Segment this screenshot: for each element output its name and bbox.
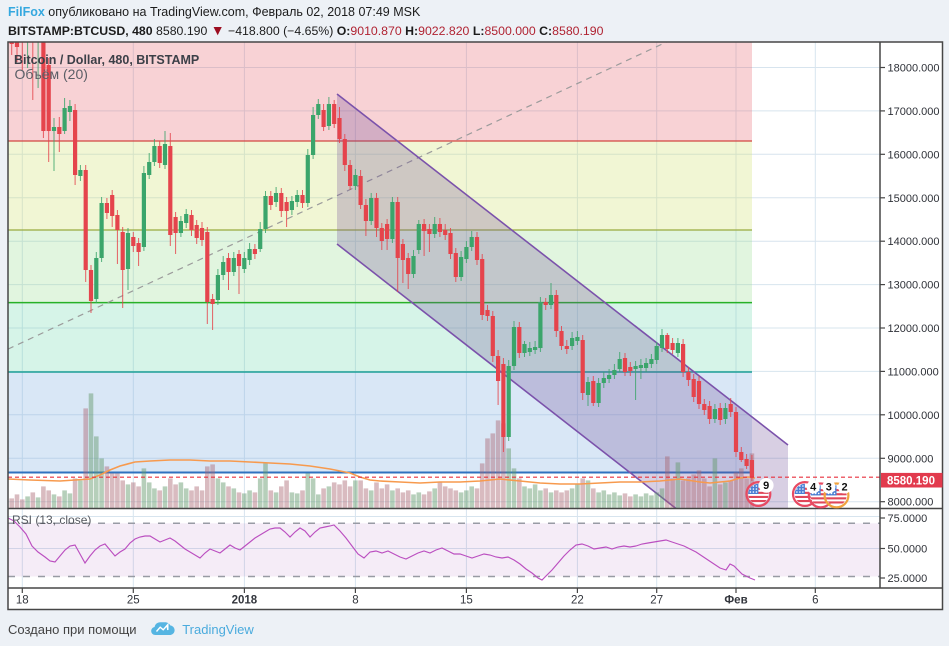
svg-text:8000.000: 8000.000: [888, 497, 934, 509]
svg-text:8580.190: 8580.190: [887, 475, 935, 487]
svg-text:2: 2: [842, 482, 848, 494]
svg-text:3: 3: [826, 482, 832, 494]
svg-text:11000.000: 11000.000: [888, 366, 939, 378]
svg-text:75.0000: 75.0000: [888, 513, 928, 525]
svg-text:17000.000: 17000.000: [888, 106, 940, 118]
svg-text:Фев: Фев: [724, 595, 747, 607]
svg-text:50.0000: 50.0000: [888, 544, 928, 556]
svg-text:8: 8: [352, 595, 358, 607]
svg-text:14000.000: 14000.000: [888, 236, 940, 248]
svg-text:Bitcoin / Dollar, 480, BITSTAM: Bitcoin / Dollar, 480, BITSTAMP: [14, 53, 199, 67]
svg-text:4: 4: [810, 482, 817, 494]
svg-text:Объём (20): Объём (20): [15, 66, 88, 82]
svg-text:10000.000: 10000.000: [888, 410, 940, 422]
svg-text:27: 27: [650, 595, 663, 607]
svg-text:6: 6: [812, 595, 818, 607]
svg-text:22: 22: [571, 595, 584, 607]
svg-text:25.0000: 25.0000: [888, 573, 928, 585]
svg-text:9: 9: [763, 480, 769, 492]
svg-text:16000.000: 16000.000: [888, 149, 940, 161]
svg-text:15: 15: [460, 595, 473, 607]
svg-text:9000.000: 9000.000: [888, 453, 934, 465]
svg-text:RSI (13, close): RSI (13, close): [12, 513, 91, 527]
svg-text:2018: 2018: [232, 595, 258, 607]
svg-text:18: 18: [16, 595, 29, 607]
svg-text:18000.000: 18000.000: [888, 63, 940, 75]
svg-text:25: 25: [127, 595, 140, 607]
svg-text:12000.000: 12000.000: [888, 323, 940, 335]
svg-text:13000.000: 13000.000: [888, 280, 940, 292]
svg-text:15000.000: 15000.000: [888, 193, 940, 205]
